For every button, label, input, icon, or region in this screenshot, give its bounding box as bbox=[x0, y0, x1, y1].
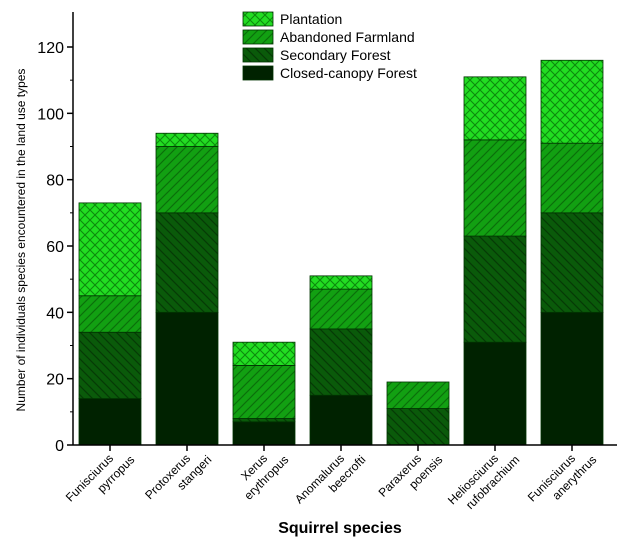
legend-label-abandoned-farmland: Abandoned Farmland bbox=[280, 29, 415, 45]
bar-segment-abandoned-farmland bbox=[78, 295, 142, 333]
bar-segment-closed-canopy-forest bbox=[309, 394, 373, 446]
bar-segment-closed-canopy-forest bbox=[232, 421, 296, 446]
bars-group bbox=[78, 59, 604, 446]
legend-swatch-abandoned-farmland bbox=[242, 29, 274, 45]
bar-segment-plantation bbox=[155, 132, 219, 147]
bar-segment-secondary-forest bbox=[463, 235, 527, 343]
bar-segment-abandoned-farmland bbox=[155, 146, 219, 214]
bar-segment-secondary-forest bbox=[540, 212, 604, 313]
legend-label-plantation: Plantation bbox=[280, 11, 342, 27]
y-ticks-group: 0 20 40 60 80 100 120 bbox=[37, 40, 73, 455]
y-tick-label: 60 bbox=[46, 239, 64, 256]
y-tick-label: 0 bbox=[55, 438, 64, 455]
x-axis-title: Squirrel species bbox=[278, 520, 402, 537]
y-tick-label: 120 bbox=[37, 40, 64, 57]
legend-swatch-secondary-forest bbox=[242, 47, 274, 63]
bar-segment-closed-canopy-forest bbox=[78, 398, 142, 446]
axes-group bbox=[72, 12, 617, 446]
bar-segment-plantation bbox=[232, 341, 296, 366]
bar-segment-secondary-forest bbox=[232, 418, 296, 423]
bar-segment-secondary-forest bbox=[78, 331, 142, 399]
bar-segment-plantation bbox=[463, 76, 527, 141]
bar-segment-closed-canopy-forest bbox=[540, 311, 604, 446]
y-tick-label: 100 bbox=[37, 106, 64, 123]
bar-segment-secondary-forest bbox=[155, 212, 219, 313]
legend-swatch-plantation bbox=[242, 11, 274, 27]
y-tick-label: 80 bbox=[46, 173, 64, 190]
bar-segment-abandoned-farmland bbox=[463, 139, 527, 237]
legend-label-closed-canopy-forest: Closed-canopy Forest bbox=[280, 65, 417, 81]
y-tick-label: 20 bbox=[46, 372, 64, 389]
bar-segment-plantation bbox=[540, 59, 604, 144]
y-tick-label: 40 bbox=[46, 305, 64, 322]
bar-segment-plantation bbox=[78, 202, 142, 297]
bar-segment-closed-canopy-forest bbox=[155, 311, 219, 446]
bar-segment-closed-canopy-forest bbox=[463, 341, 527, 446]
legend-label-secondary-forest: Secondary Forest bbox=[280, 47, 391, 63]
legend: Plantation Abandoned Farmland Secondary Fo… bbox=[242, 11, 417, 81]
bar-segment-abandoned-farmland bbox=[386, 381, 450, 409]
legend-swatch-closed-canopy-forest bbox=[242, 65, 274, 81]
y-axis-title: Number of individuals species encountere… bbox=[14, 69, 28, 412]
bar-segment-secondary-forest bbox=[386, 408, 450, 446]
bar-segment-abandoned-farmland bbox=[232, 364, 296, 419]
bar-segment-abandoned-farmland bbox=[309, 288, 373, 330]
bar-segment-secondary-forest bbox=[309, 328, 373, 396]
bar-segment-plantation bbox=[309, 275, 373, 290]
bar-segment-abandoned-farmland bbox=[540, 142, 604, 214]
